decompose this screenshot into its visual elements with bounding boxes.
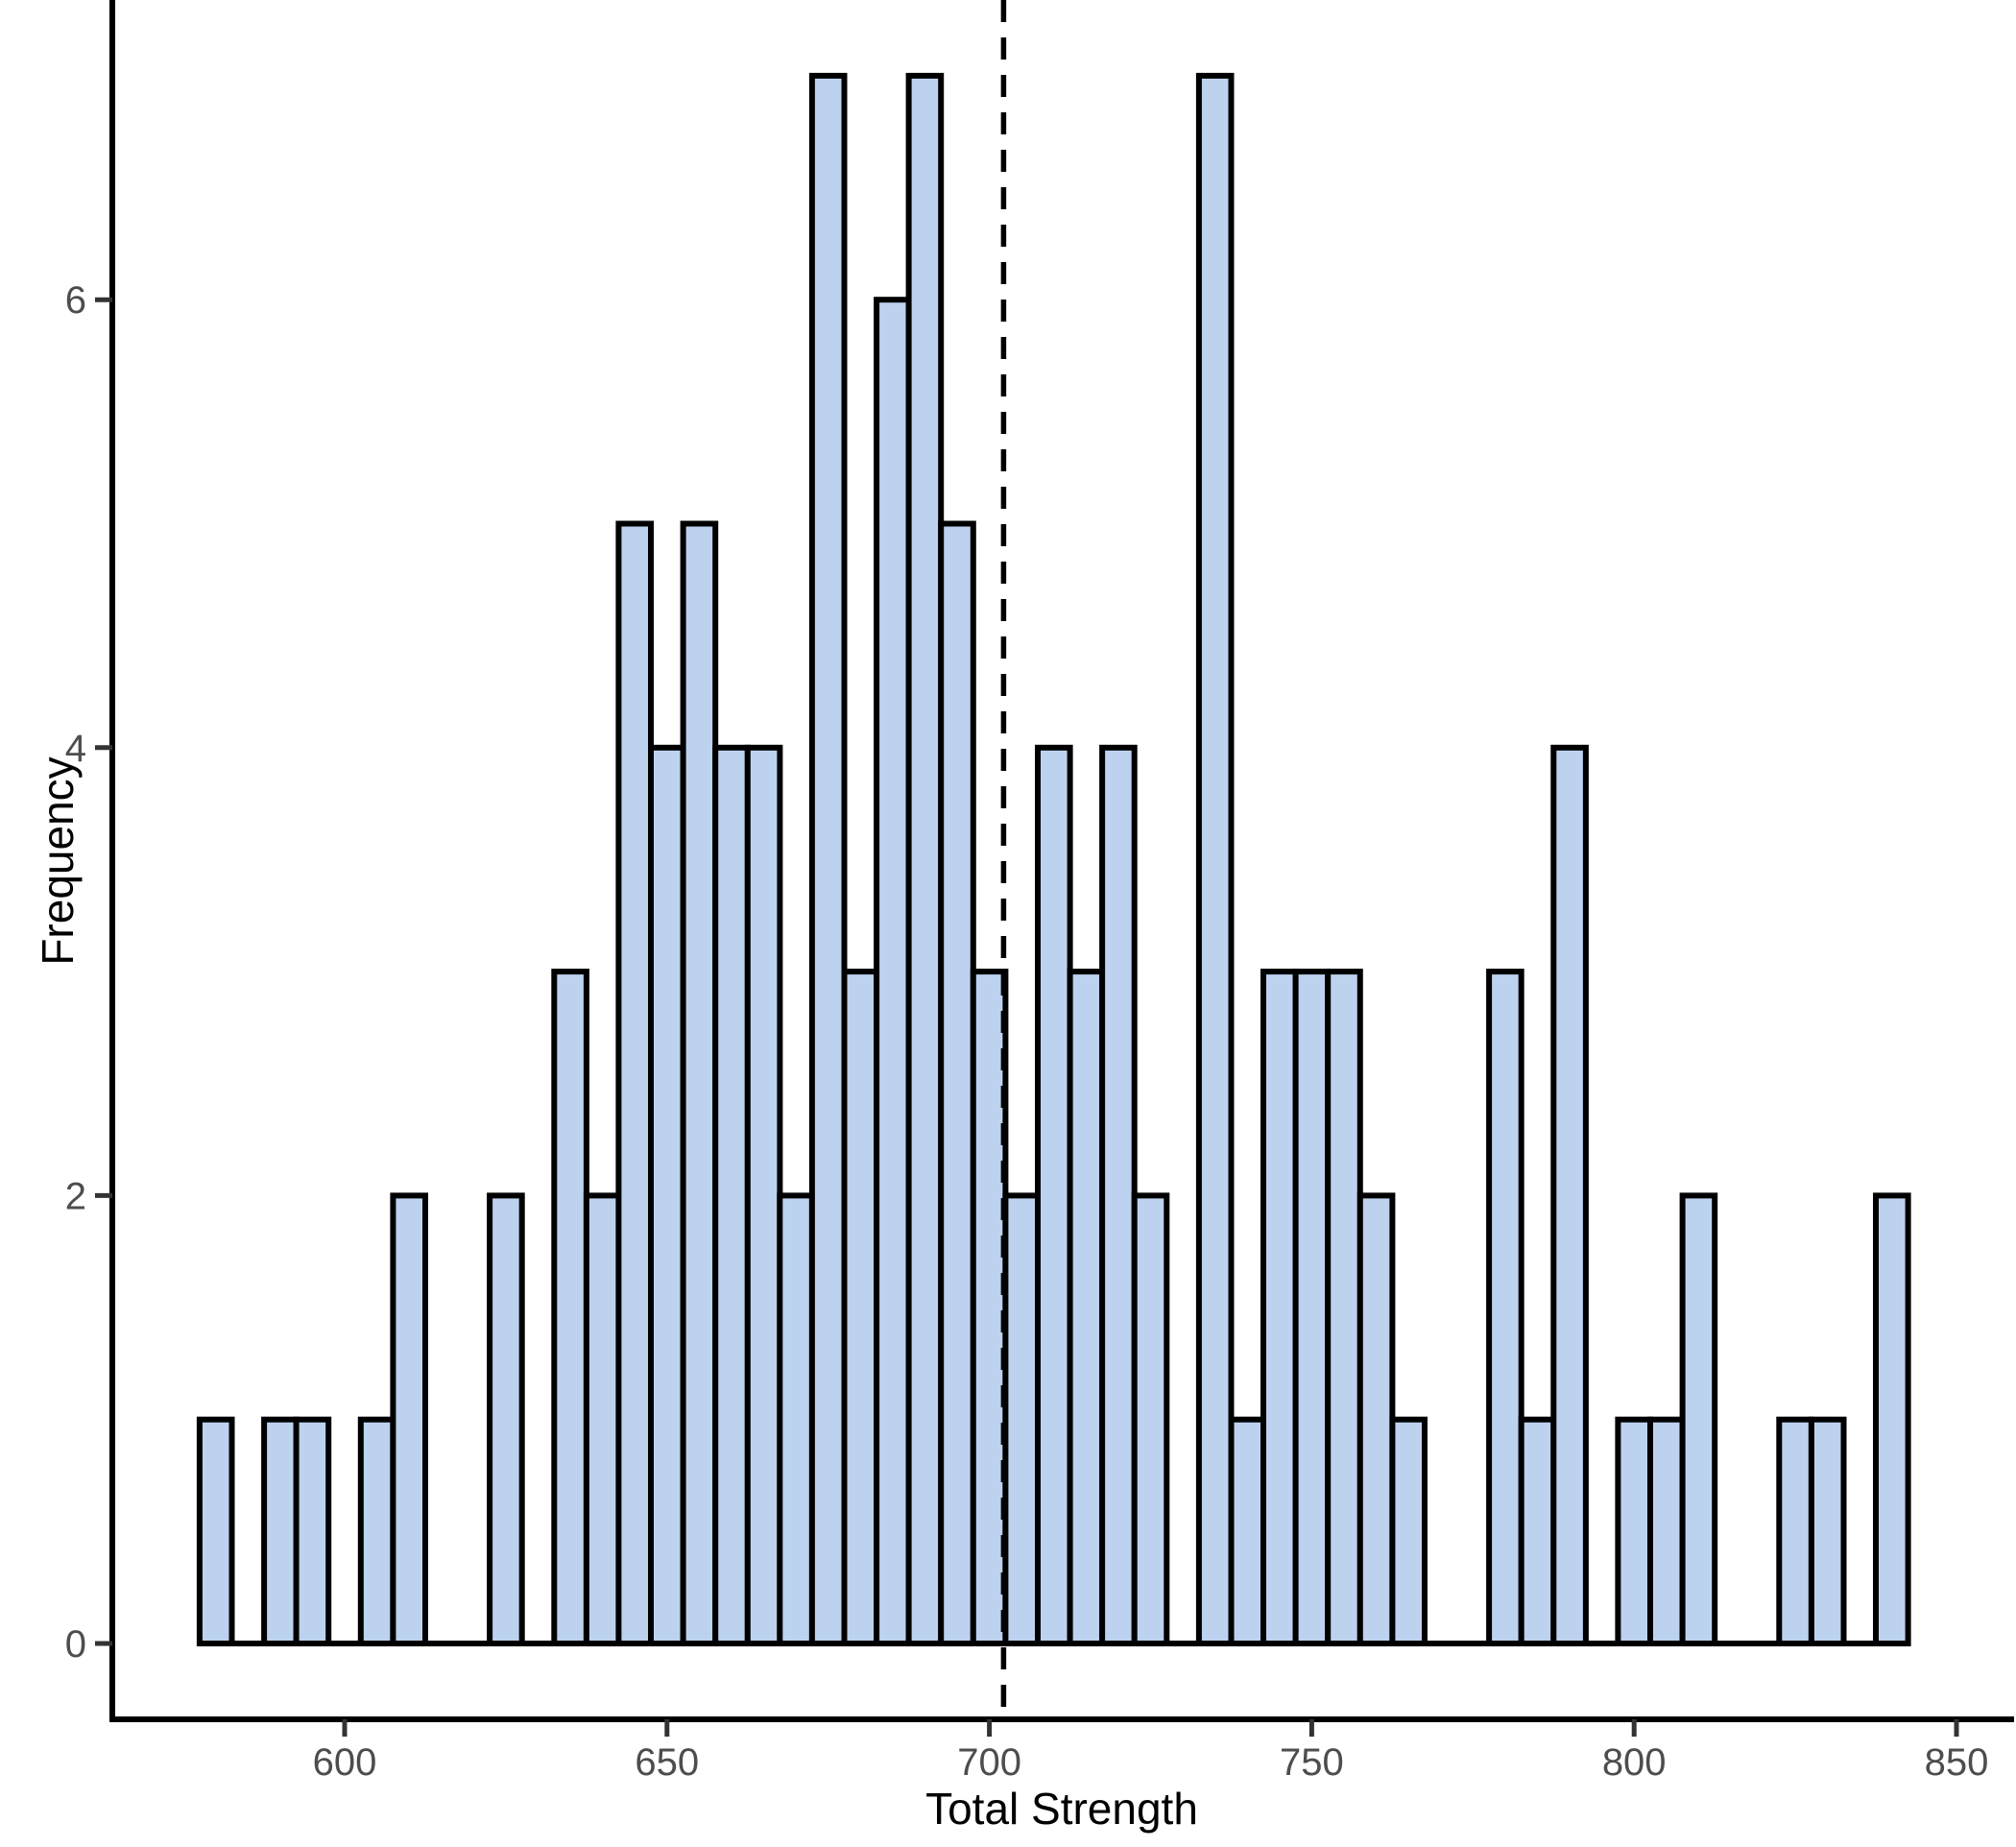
histogram-bar xyxy=(1486,969,1524,1646)
histogram-bar xyxy=(970,969,1009,1646)
histogram-bar xyxy=(777,1192,815,1647)
histogram-bar xyxy=(1518,1416,1557,1646)
y-tick-label: 4 xyxy=(65,728,86,770)
histogram-bar xyxy=(712,744,751,1646)
bars-layer xyxy=(196,72,1911,1647)
histogram-bar xyxy=(1647,1416,1686,1646)
histogram-bar xyxy=(841,969,880,1646)
histogram-bar xyxy=(874,297,912,1647)
histogram-bar xyxy=(1228,1416,1267,1646)
y-tick-label: 6 xyxy=(65,279,86,322)
histogram-bar xyxy=(357,1416,396,1646)
histogram-bar xyxy=(1389,1416,1428,1646)
x-tick-label: 750 xyxy=(1280,1741,1344,1784)
histogram-bar xyxy=(1131,1192,1170,1647)
histogram-bar xyxy=(938,520,976,1646)
x-tick-label: 650 xyxy=(635,1741,699,1784)
histogram-bar xyxy=(261,1416,300,1646)
histogram-bar xyxy=(1550,744,1589,1646)
histogram-bar xyxy=(905,72,945,1646)
histogram-bar xyxy=(648,744,686,1646)
histogram-bar xyxy=(1292,969,1332,1646)
histogram-bar xyxy=(1099,744,1138,1646)
histogram-bar xyxy=(583,1192,622,1647)
histogram-bar xyxy=(1325,969,1363,1646)
histogram-bar xyxy=(1195,72,1235,1646)
histogram-bar xyxy=(1356,1192,1396,1647)
y-tick-label: 2 xyxy=(65,1175,86,1217)
x-axis-title: Total Strength xyxy=(925,1784,1198,1834)
axes-layer: 600 650 700 750 800 850 0 2 4 6 xyxy=(65,0,2014,1784)
x-tick-label: 700 xyxy=(957,1741,1021,1784)
histogram-bar xyxy=(1873,1192,1911,1647)
histogram-bar xyxy=(196,1416,235,1646)
histogram-bar xyxy=(390,1192,428,1647)
histogram-bar xyxy=(293,1416,332,1646)
histogram-bar xyxy=(1679,1192,1718,1647)
histogram-bar xyxy=(680,520,719,1646)
histogram-bar xyxy=(1035,744,1073,1646)
histogram-bar xyxy=(808,72,848,1646)
histogram-bar xyxy=(615,520,655,1646)
x-tick-label: 600 xyxy=(313,1741,377,1784)
histogram-bar xyxy=(1808,1416,1847,1646)
histogram-bar xyxy=(551,969,589,1646)
x-tick-label: 850 xyxy=(1925,1741,1989,1784)
histogram-bar xyxy=(1002,1192,1042,1647)
histogram-bar xyxy=(1615,1416,1654,1646)
histogram-bar xyxy=(1067,969,1106,1646)
histogram-bar xyxy=(487,1192,525,1647)
y-tick-label: 0 xyxy=(65,1623,86,1666)
histogram-bar xyxy=(744,744,783,1646)
x-tick-label: 800 xyxy=(1602,1741,1667,1784)
y-axis-title: Frequency xyxy=(33,756,83,965)
histogram-bar xyxy=(1776,1416,1814,1646)
histogram-bar xyxy=(1260,969,1299,1646)
